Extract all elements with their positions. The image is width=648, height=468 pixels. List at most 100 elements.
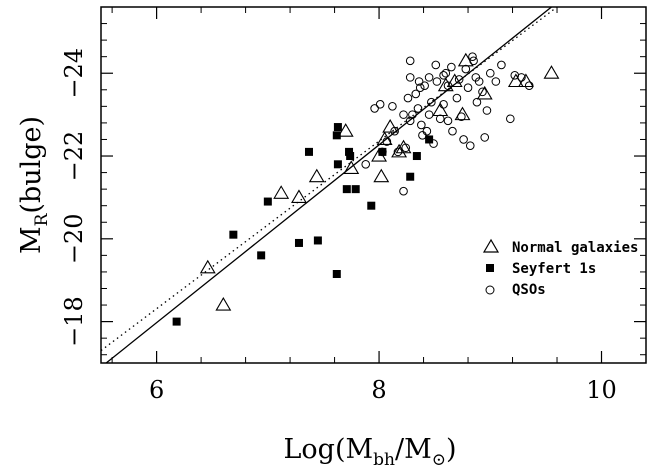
point-qso	[405, 56, 415, 66]
point-qso	[443, 81, 453, 90]
x-tick-label: 8	[371, 376, 386, 404]
point-seyfert	[257, 251, 266, 260]
point-qso	[375, 99, 385, 109]
point-seyfert	[333, 160, 342, 169]
point-qso	[382, 137, 392, 146]
y-tick-label: −24	[60, 48, 88, 99]
legend-label-normal-galaxies: Normal galaxies	[512, 240, 638, 256]
point-qso	[414, 77, 424, 86]
point-qso	[439, 71, 448, 80]
point-seyfert	[294, 238, 303, 247]
point-qso	[468, 52, 477, 61]
point-qso	[459, 135, 468, 144]
point-seyfert	[412, 152, 421, 161]
point-qso	[431, 60, 441, 70]
y-tick-label: −22	[60, 131, 88, 182]
point-seyfert	[332, 270, 341, 278]
x-axis-title: Log(Mbh/M⊙)	[283, 434, 456, 468]
point-qso	[411, 89, 421, 99]
point-seyfert	[313, 236, 322, 245]
point-normal-galaxy	[273, 185, 290, 199]
point-normal-galaxy	[391, 143, 408, 158]
point-normal-galaxy	[446, 73, 463, 88]
point-normal-galaxy	[343, 160, 360, 174]
x-tick-label: 6	[149, 376, 164, 404]
point-seyfert	[345, 147, 354, 156]
point-qso	[439, 99, 448, 109]
point-normal-galaxy	[373, 168, 390, 183]
fit-line-dotted	[101, 7, 558, 352]
point-qso	[420, 81, 429, 90]
point-qso	[408, 110, 417, 119]
point-qso	[447, 62, 456, 72]
legend-label-qsos: QSOs	[512, 282, 546, 298]
point-qso	[415, 83, 425, 93]
point-seyfert	[332, 131, 341, 140]
fit-line-solid	[105, 7, 552, 363]
point-qso	[517, 73, 526, 82]
point-qso	[506, 114, 515, 124]
point-seyfert	[346, 152, 355, 161]
point-normal-galaxy	[457, 52, 474, 67]
point-qso	[401, 143, 411, 153]
point-seyfert	[342, 185, 351, 194]
point-normal-galaxy	[215, 296, 232, 311]
point-qso	[399, 110, 408, 119]
legend: Normal galaxies Seyfert 1s QSOs	[482, 238, 638, 298]
point-seyfert	[333, 123, 342, 132]
point-qso	[491, 77, 501, 86]
point-qso	[465, 141, 475, 150]
point-qso	[393, 147, 403, 157]
x-tick-label: 10	[586, 376, 617, 404]
point-seyfert	[351, 185, 360, 194]
point-qso	[441, 68, 451, 78]
point-qso	[427, 97, 436, 107]
legend-label-seyfert: Seyfert 1s	[512, 261, 596, 277]
point-seyfert	[378, 147, 387, 156]
point-seyfert	[367, 201, 376, 210]
point-qso	[399, 186, 408, 196]
y-axis-title: MR(bulge)	[16, 116, 52, 254]
point-qso	[524, 81, 534, 90]
point-qso	[422, 126, 432, 136]
point-qso	[390, 126, 399, 136]
point-seyfert	[406, 172, 415, 181]
point-qso	[485, 68, 495, 78]
point-qso	[463, 83, 473, 93]
point-qso	[413, 104, 423, 113]
point-qso	[417, 120, 426, 130]
point-seyfert	[263, 197, 272, 206]
point-normal-galaxy	[337, 123, 354, 137]
point-qso	[435, 114, 445, 124]
point-seyfert	[425, 135, 434, 144]
plot-frame	[100, 6, 647, 364]
point-qso	[429, 139, 438, 148]
point-qso	[474, 77, 484, 86]
point-qso	[418, 131, 427, 140]
point-qso	[482, 106, 492, 115]
point-qso	[405, 116, 415, 126]
point-qso	[472, 97, 482, 107]
point-normal-galaxy	[382, 118, 399, 133]
point-qso	[448, 126, 457, 136]
point-qso	[361, 160, 371, 169]
y-tick-label: −20	[60, 213, 88, 264]
point-normal-galaxy	[308, 168, 325, 183]
point-qso	[457, 112, 466, 121]
legend-circle-icon	[485, 285, 495, 295]
point-qso	[432, 77, 442, 86]
point-qso	[478, 87, 487, 97]
point-seyfert	[172, 317, 181, 326]
point-qso	[424, 73, 434, 82]
point-qso	[454, 75, 464, 84]
point-normal-galaxy	[395, 139, 412, 154]
point-normal-galaxy	[291, 189, 307, 203]
point-qso	[370, 104, 379, 113]
point-qso	[497, 60, 506, 70]
point-qso	[424, 110, 434, 119]
point-seyfert	[304, 147, 313, 156]
point-qso	[480, 133, 490, 142]
point-qso	[388, 102, 397, 111]
point-qso	[443, 116, 453, 126]
